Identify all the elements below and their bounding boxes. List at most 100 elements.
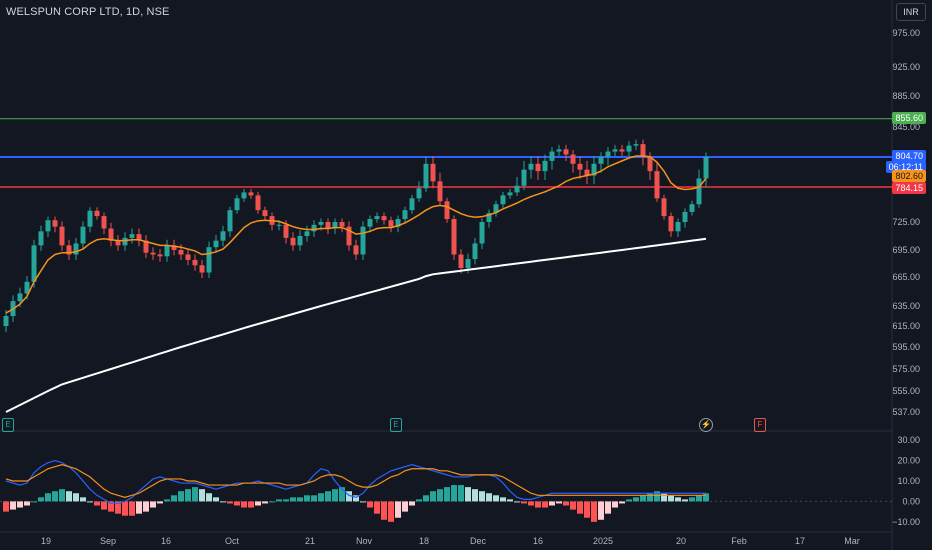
macd-histogram-bar bbox=[346, 491, 352, 502]
macd-histogram-bar bbox=[647, 493, 653, 502]
macd-histogram-bar bbox=[661, 493, 667, 502]
symbol-title[interactable]: WELSPUN CORP LTD, 1D, NSE bbox=[6, 6, 170, 18]
candle-body bbox=[220, 231, 226, 241]
candle-body bbox=[444, 201, 450, 220]
earnings-marker-2[interactable]: E bbox=[390, 418, 402, 432]
macd-histogram-bar bbox=[192, 487, 198, 502]
candle-body bbox=[605, 151, 611, 157]
candle-body bbox=[549, 151, 555, 161]
macd-histogram-bar bbox=[444, 487, 450, 502]
macd-histogram-bar bbox=[549, 501, 555, 506]
macd-histogram-bar bbox=[563, 501, 569, 506]
candle-body bbox=[94, 210, 100, 217]
macd-histogram-bar bbox=[101, 501, 107, 510]
macd-histogram-bar bbox=[339, 487, 345, 502]
macd-histogram-bar bbox=[570, 501, 576, 510]
candle-body bbox=[626, 145, 632, 152]
macd-line bbox=[5, 459, 706, 505]
candle-body bbox=[38, 231, 44, 246]
candle-body bbox=[458, 254, 464, 268]
macd-histogram-bar bbox=[668, 495, 674, 502]
candle-body bbox=[423, 163, 429, 189]
time-tick-label: 16 bbox=[161, 536, 171, 546]
macd-histogram-bar bbox=[598, 501, 604, 520]
candle-body bbox=[619, 149, 625, 152]
candle-body bbox=[87, 210, 93, 227]
macd-histogram-bar bbox=[255, 501, 261, 506]
macd-histogram-bar bbox=[248, 501, 254, 508]
macd-histogram-bar bbox=[227, 501, 233, 504]
time-tick-label: 16 bbox=[533, 536, 543, 546]
macd-histogram-bar bbox=[626, 499, 632, 502]
macd-histogram-bar bbox=[311, 495, 317, 502]
candle-body bbox=[409, 198, 415, 211]
time-tick-label: Feb bbox=[731, 536, 747, 546]
macd-histogram-bar bbox=[80, 497, 86, 502]
candle-body bbox=[241, 192, 247, 199]
macd-histogram-bar bbox=[605, 501, 611, 514]
candle-body bbox=[262, 210, 268, 217]
last-price-label: 804.70 bbox=[892, 150, 926, 162]
candle-body bbox=[563, 149, 569, 155]
candle-body bbox=[633, 144, 639, 146]
macd-histogram-bar bbox=[290, 497, 296, 502]
macd-histogram-bar bbox=[675, 497, 681, 502]
macd-histogram-bar bbox=[122, 501, 128, 516]
macd-histogram-bar bbox=[262, 501, 268, 504]
earnings-marker-1[interactable]: E bbox=[2, 418, 14, 432]
macd-histogram-bar bbox=[17, 501, 23, 508]
green-line-label: 855.60 bbox=[892, 112, 926, 124]
macd-histogram-bar bbox=[45, 493, 51, 502]
macd-histogram-bar bbox=[479, 491, 485, 502]
macd-histogram-bar bbox=[332, 489, 338, 502]
macd-histogram-bar bbox=[577, 501, 583, 514]
currency-button[interactable]: INR bbox=[896, 3, 926, 21]
macd-histogram-bar bbox=[164, 499, 170, 502]
candle-body bbox=[395, 219, 401, 227]
candle-body bbox=[451, 219, 457, 255]
price-tick-label: 595.00 bbox=[892, 342, 920, 352]
macd-histogram-bar bbox=[10, 501, 16, 510]
macd-histogram-bar bbox=[178, 491, 184, 502]
future-event-marker[interactable]: F bbox=[754, 418, 766, 432]
candle-body bbox=[507, 192, 513, 196]
candle-body bbox=[381, 216, 387, 221]
macd-histogram-bar bbox=[556, 501, 562, 504]
macd-histogram-bar bbox=[199, 489, 205, 502]
candle-body bbox=[339, 222, 345, 227]
candle-body bbox=[654, 171, 660, 199]
macd-histogram-bar bbox=[703, 493, 709, 502]
macd-histogram-bar bbox=[52, 491, 58, 502]
candle-body bbox=[213, 240, 219, 248]
candle-body bbox=[528, 163, 534, 170]
candle-body bbox=[80, 226, 86, 244]
candle-body bbox=[227, 210, 233, 232]
candle-body bbox=[682, 211, 688, 222]
macd-histogram-bar bbox=[94, 501, 100, 506]
candle-body bbox=[122, 237, 128, 246]
macd-histogram-bar bbox=[87, 501, 93, 503]
candle-body bbox=[115, 240, 121, 246]
candle-body bbox=[675, 222, 681, 232]
time-tick-label: Sep bbox=[100, 536, 116, 546]
macd-tick-label: 30.00 bbox=[897, 435, 920, 445]
macd-histogram-bar bbox=[416, 499, 422, 502]
macd-histogram-bar bbox=[115, 501, 121, 514]
macd-histogram-bar bbox=[528, 501, 534, 506]
macd-histogram-bar bbox=[185, 489, 191, 502]
candle-body bbox=[283, 224, 289, 238]
candle-body bbox=[255, 195, 261, 211]
macd-histogram-bar bbox=[367, 501, 373, 508]
time-tick-label: Nov bbox=[356, 536, 373, 546]
candle-body bbox=[479, 222, 485, 244]
candle-body bbox=[577, 163, 583, 170]
candle-body bbox=[325, 222, 331, 229]
price-tick-label: 635.00 bbox=[892, 301, 920, 311]
candle-body bbox=[612, 149, 618, 152]
macd-histogram-bar bbox=[73, 493, 79, 502]
macd-histogram-bar bbox=[388, 501, 394, 522]
macd-histogram-bar bbox=[689, 497, 695, 502]
macd-histogram-bar bbox=[360, 501, 366, 503]
split-marker[interactable]: ⚡ bbox=[699, 418, 713, 432]
